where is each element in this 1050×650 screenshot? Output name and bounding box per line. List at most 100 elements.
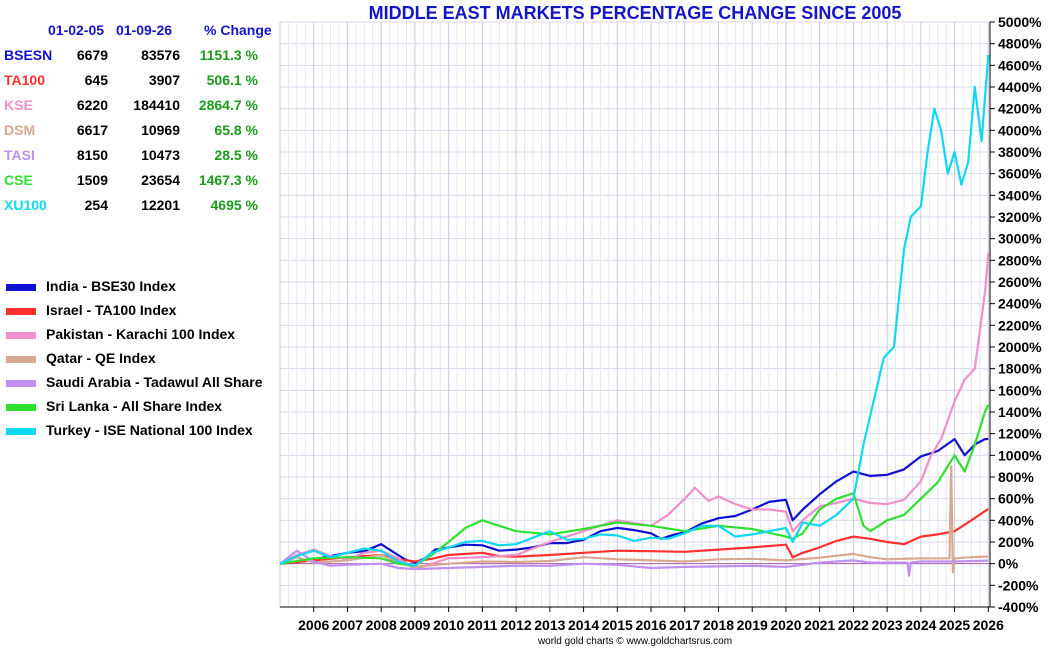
- x-tick-label: 2019: [737, 617, 768, 633]
- x-tick-label: 2017: [669, 617, 700, 633]
- chart-credit: world gold charts © www.goldchartsrus.co…: [537, 636, 733, 647]
- table-change-value: 1467.3 %: [198, 172, 258, 188]
- table-end-value: 10969: [141, 122, 180, 138]
- table-end-value: 10473: [141, 147, 180, 163]
- series-line: [279, 253, 990, 571]
- legend-label: Turkey - ISE National 100 Index: [46, 422, 253, 438]
- y-tick-label: 400%: [998, 512, 1034, 528]
- legend-swatch: [6, 332, 36, 339]
- series-line: [279, 54, 990, 567]
- y-tick-label: 2200%: [998, 317, 1042, 333]
- y-tick-label: 1400%: [998, 404, 1042, 420]
- legend-swatch: [6, 380, 36, 387]
- chart-grid: [279, 21, 990, 608]
- y-tick-label: -400%: [998, 599, 1039, 615]
- series-line: [279, 404, 990, 567]
- y-tick-label: 200%: [998, 534, 1034, 550]
- plot-area: [280, 22, 990, 607]
- table-end-value: 3907: [148, 72, 180, 88]
- series-line: [279, 465, 989, 574]
- table-start-value: 6679: [76, 47, 108, 63]
- y-tick-label: 4800%: [998, 36, 1042, 52]
- y-tick-label: 2000%: [998, 339, 1042, 355]
- x-tick-label: 2020: [770, 617, 801, 633]
- y-tick-label: 4000%: [998, 122, 1042, 138]
- y-tick-label: 3000%: [998, 231, 1042, 247]
- x-tick-label: 2012: [501, 617, 532, 633]
- y-tick-label: 3600%: [998, 166, 1042, 182]
- legend-swatch: [6, 308, 36, 315]
- table-index-code: TA100: [4, 72, 45, 88]
- table-end-value: 83576: [141, 47, 180, 63]
- legend-swatch: [6, 284, 36, 291]
- x-tick-label: 2008: [366, 617, 397, 633]
- chart-title: MIDDLE EAST MARKETS PERCENTAGE CHANGE SI…: [368, 3, 902, 23]
- legend-label: Israel - TA100 Index: [46, 302, 177, 318]
- table-index-code: DSM: [4, 122, 36, 138]
- legend-swatch: [6, 356, 36, 363]
- x-tick-label: 2007: [332, 617, 363, 633]
- table-change-value: 1151.3 %: [199, 47, 258, 63]
- table-row: CSE 1509 23654 1467.3 %: [0, 172, 280, 197]
- y-tick-label: 4200%: [998, 101, 1042, 117]
- y-tick-label: 600%: [998, 491, 1034, 507]
- x-tick-label: 2023: [872, 617, 903, 633]
- table-change-value: 506.1 %: [206, 72, 258, 88]
- y-tick-label: 1800%: [998, 361, 1042, 377]
- series-line: [279, 549, 989, 577]
- y-tick-label: 3800%: [998, 144, 1042, 160]
- legend-label: Qatar - QE Index: [46, 350, 156, 366]
- table-header-change: % Change: [204, 22, 272, 38]
- table-row: XU100 254 12201 4695 %: [0, 197, 280, 222]
- table-index-code: KSE: [4, 97, 33, 113]
- table-change-value: 4695 %: [210, 197, 258, 213]
- table-row: DSM 6617 10969 65.8 %: [0, 122, 280, 147]
- x-tick-label: 2014: [568, 617, 599, 633]
- table-start-value: 254: [84, 197, 108, 213]
- table-index-code: TASI: [4, 147, 35, 163]
- table-row: KSE 6220 184410 2864.7 %: [0, 97, 280, 122]
- series-line: [279, 507, 989, 565]
- x-tick-label: 2006: [298, 617, 329, 633]
- y-tick-label: 1600%: [998, 382, 1042, 398]
- y-tick-label: 1000%: [998, 447, 1042, 463]
- x-tick-label: 2011: [467, 617, 498, 633]
- table-start-value: 645: [84, 72, 108, 88]
- table-row: TA100 645 3907 506.1 %: [0, 72, 280, 97]
- y-tick-label: 5000%: [998, 14, 1042, 30]
- table-change-value: 2864.7 %: [198, 97, 258, 113]
- x-tick-label: 2021: [804, 617, 835, 633]
- y-tick-label: 3400%: [998, 187, 1042, 203]
- x-tick-label: 2016: [635, 617, 666, 633]
- y-tick-label: 2400%: [998, 296, 1042, 312]
- table-start-value: 6617: [76, 122, 108, 138]
- table-row: BSESN 6679 83576 1151.3 %: [0, 47, 280, 72]
- legend-label: Saudi Arabia - Tadawul All Share: [46, 374, 263, 390]
- table-end-value: 12201: [141, 197, 180, 213]
- table-header-end-date: 01-09-26: [116, 22, 173, 38]
- y-tick-label: 3200%: [998, 209, 1042, 225]
- table-start-value: 6220: [76, 97, 108, 113]
- legend-label: Sri Lanka - All Share Index: [46, 398, 223, 414]
- y-tick-label: 800%: [998, 469, 1034, 485]
- y-tick-label: 4600%: [998, 57, 1042, 73]
- x-tick-label: 2013: [534, 617, 565, 633]
- x-tick-label: 2025: [939, 617, 970, 633]
- table-end-value: 184410: [133, 97, 180, 113]
- table-row: TASI 8150 10473 28.5 %: [0, 147, 280, 172]
- y-tick-label: -200%: [998, 577, 1039, 593]
- y-tick-label: 2600%: [998, 274, 1042, 290]
- series-layer: [279, 54, 990, 577]
- legend-swatch: [6, 404, 36, 411]
- x-tick-label: 2022: [838, 617, 869, 633]
- x-tick-label: 2026: [973, 617, 1004, 633]
- y-tick-label: 2800%: [998, 252, 1042, 268]
- legend-label: India - BSE30 Index: [46, 278, 176, 294]
- legend-swatch: [6, 428, 36, 435]
- table-index-code: XU100: [4, 197, 47, 213]
- table-start-value: 1509: [76, 172, 108, 188]
- x-tick-label: 2009: [399, 617, 430, 633]
- legend-label: Pakistan - Karachi 100 Index: [46, 326, 236, 342]
- table-index-code: CSE: [4, 172, 33, 188]
